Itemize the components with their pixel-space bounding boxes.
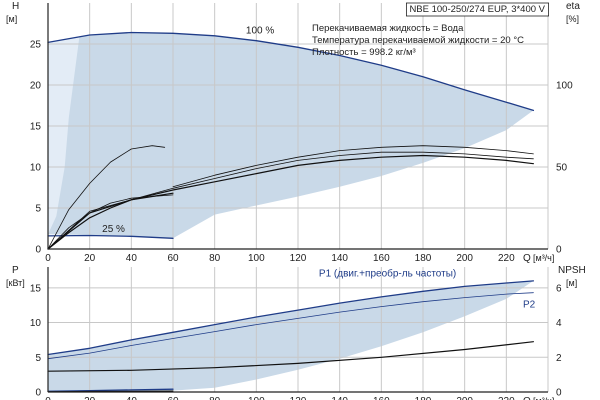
y2-tick-label: 4: [556, 318, 562, 329]
x-tick-label: 20: [84, 396, 96, 400]
speed-label: 25 %: [102, 224, 125, 235]
chart-overlay: NBE 100-250/274 EUP, 3*400 V Перекачивае…: [312, 2, 549, 58]
operating-area: [48, 280, 534, 392]
y-tick-label: 10: [30, 318, 42, 329]
y-tick-label: 20: [30, 81, 42, 92]
y2-tick-label: 50: [556, 163, 568, 174]
series-line-4: [47, 194, 174, 250]
speed-label: 100 %: [246, 25, 274, 36]
x-tick-label: 200: [456, 396, 473, 400]
y-tick-label: 0: [35, 245, 41, 256]
y2-axis-unit: [м]: [566, 278, 577, 288]
series-label: P2: [523, 299, 536, 310]
x-axis-unit: [м³/ч]: [533, 396, 554, 400]
x-tick-label: 100: [248, 396, 265, 400]
info-line-density: Плотность = 998.2 кг/м³: [312, 47, 416, 58]
y-axis-unit: [м]: [6, 14, 17, 24]
x-tick-label: 200: [456, 253, 473, 264]
series-line-1: [47, 234, 174, 239]
series-line-0: [47, 280, 535, 356]
series-line-6: [47, 151, 534, 250]
x-tick-label: 0: [45, 253, 51, 264]
title-box: [405, 2, 549, 17]
x-tick-label: 140: [331, 396, 348, 400]
x-tick-label: 180: [415, 253, 432, 264]
y-axis-unit: [кВт]: [6, 278, 25, 288]
series-label: P1 (двиг.+преобр-ль частоты): [319, 268, 456, 280]
x-tick-label: 100: [248, 253, 265, 264]
x-tick-label: 140: [331, 253, 348, 264]
x-tick-label: 40: [126, 396, 138, 400]
y2-axis-unit: [%]: [566, 14, 579, 24]
x-tick-label: 60: [167, 396, 179, 400]
y-axis-label: H: [12, 1, 19, 12]
y2-tick-label: 2: [556, 353, 562, 364]
y2-tick-label: 100: [556, 81, 573, 92]
y2-tick-label: 0: [556, 245, 562, 256]
x-tick-label: 0: [45, 396, 51, 400]
x-tick-label: 220: [498, 253, 515, 264]
x-tick-label: 40: [126, 253, 138, 264]
x-tick-label: 120: [290, 253, 307, 264]
y2-tick-label: 6: [556, 283, 562, 294]
series-line-2: [47, 145, 166, 250]
info-line-temperature: Температура перекачиваемой жидкости = 20…: [312, 35, 524, 46]
head-efficiency-panel: 0 20 40 60 80 100 120 140 160 180 200 220 0 5 10 15 20 25…: [6, 1, 580, 264]
y-tick-label: 25: [30, 40, 42, 51]
y-axis-label: P: [12, 265, 19, 276]
x-tick-label: 160: [373, 253, 390, 264]
x-tick-label: 180: [415, 396, 432, 400]
chart-title: NBE 100-250/274 EUP, 3*400 V: [409, 4, 545, 15]
y-tick-label: 15: [30, 283, 42, 294]
x-tick-label: 120: [290, 396, 307, 400]
y2-tick-label: 0: [556, 388, 562, 399]
y-tick-label: 5: [35, 204, 41, 215]
series-line-1: [47, 292, 534, 360]
x-axis-label: Q: [523, 253, 531, 264]
y-tick-label: 0: [35, 388, 41, 399]
series-line-7: [172, 145, 534, 188]
y-tick-label: 10: [30, 163, 42, 174]
x-axis-unit: [м³/ч]: [533, 253, 554, 263]
x-tick-label: 220: [498, 396, 515, 400]
y-tick-label: 15: [30, 122, 42, 133]
series-line-0: [47, 31, 535, 112]
x-tick-label: 160: [373, 396, 390, 400]
y2-axis-label: eta: [566, 1, 580, 12]
low-speed-area: [48, 37, 80, 235]
series-line-4: [47, 341, 534, 372]
x-tick-label: 80: [209, 253, 221, 264]
x-axis-label: Q: [523, 396, 531, 400]
y-tick-label: 5: [35, 353, 41, 364]
power-npsh-panel: 0 20 40 60 80 100 120 140 160 180 200 220 0 5 10 15 0 2 4 6…: [6, 265, 586, 400]
x-tick-label: 60: [167, 253, 179, 264]
info-line-liquid: Перекачиваемая жидкость = Вода: [312, 23, 464, 34]
x-tick-label: 80: [209, 396, 221, 400]
x-tick-label: 20: [84, 253, 96, 264]
y2-axis-label: NPSH: [558, 265, 586, 276]
series-line-2: [47, 388, 174, 392]
operating-area: [48, 32, 534, 239]
